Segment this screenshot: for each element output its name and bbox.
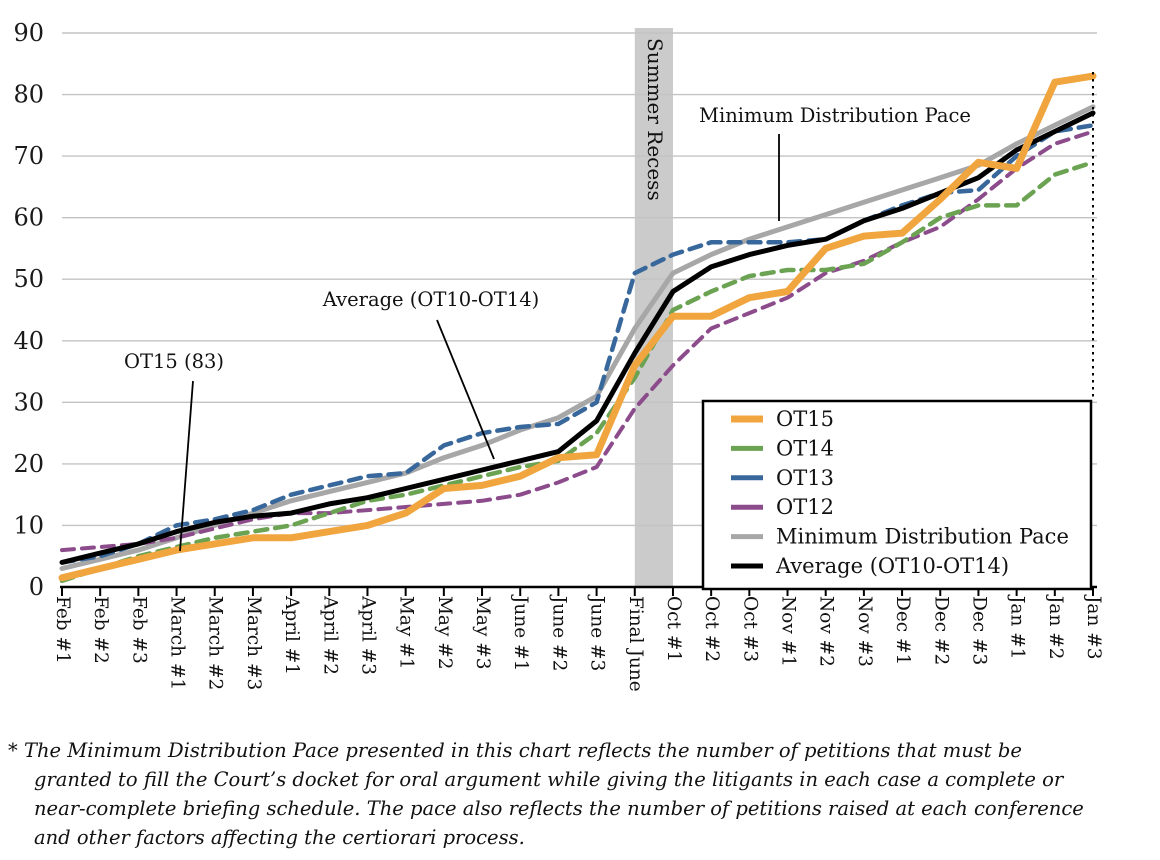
footnote-line: * The Minimum Distribution Pace presente… [8,739,1022,762]
footnote-line: and other factors affecting the certiora… [34,826,525,849]
legend-box [701,399,1093,591]
series-line-OT14 [59,160,1096,584]
x-axis-tick-label: Jan #2 [1045,594,1066,660]
x-axis-tick-label: March #1 [167,596,188,690]
y-axis-tick-label: 20 [13,450,44,478]
chart-canvas: 0 10 20 30 40 50 60 70 80 90 Summer Recess Feb #1 Fe… [13,19,1104,692]
y-axis-tick-label: 90 [13,19,44,47]
x-axis-tick-label: June #1 [510,594,531,671]
x-axis-tick-label: Feb #3 [128,596,149,664]
y-axis-tick-label: 50 [13,265,44,293]
legend-label: OT15 [776,407,834,431]
annotation-label: Average (OT10-OT14) [322,288,539,311]
legend-label: OT12 [776,495,834,519]
legend-label: Average (OT10-OT14) [775,554,1009,578]
x-axis-tick-label: Final June [625,596,646,692]
x-axis-tick-label: Dec #1 [892,596,913,665]
x-axis-tick-label: April #2 [319,595,340,675]
y-axis-tick-label: 80 [13,81,44,109]
x-axis-tick-label: Jan #1 [1007,594,1028,660]
annotation-leader-line [179,380,194,552]
x-axis-tick-label: Jan #3 [1083,594,1104,660]
summer-recess-label: Summer Recess [643,38,667,201]
legend-label: OT14 [776,436,834,460]
y-axis-tick-label: 70 [13,142,44,170]
series-line-Average-OT10-OT14- [59,110,1096,565]
legend-label: OT13 [776,466,834,490]
series-line-OT12 [60,129,1095,553]
x-axis-tick-label: April #3 [357,595,378,675]
summer-recess-band [634,28,673,587]
y-axis-tick-label: 30 [13,388,44,416]
legend-label: Minimum Distribution Pace [776,525,1069,549]
x-axis-tick-label: March #3 [243,596,264,690]
footnote-line: granted to fill the Court’s docket for o… [34,768,1064,791]
y-axis-tick-label: 40 [13,327,44,355]
series-line-OT15 [58,72,1097,582]
annotation-label: Minimum Distribution Pace [699,104,971,127]
x-axis-tick-label: Nov #1 [778,596,799,667]
x-axis-tick-label: Dec #3 [968,596,989,665]
x-axis-tick-label: March #2 [205,596,226,690]
x-axis-tick-label: June #3 [587,594,608,671]
y-axis-tick-label: 60 [13,204,44,232]
y-axis-tick-label: 0 [29,573,44,601]
x-axis-tick-label: Oct #2 [701,596,722,662]
x-axis-tick-label: Oct #3 [739,596,760,662]
annotation-leader-line [436,319,495,460]
x-axis-tick-label: May #2 [434,596,455,670]
x-axis-tick-label: May #3 [472,596,493,670]
x-axis-tick-label: April #1 [281,595,302,675]
y-axis-tick-label: 10 [13,511,44,539]
x-axis-tick-label: Nov #2 [816,596,837,667]
x-axis-tick-label: Dec #2 [930,596,951,665]
x-axis-tick-label: Feb #2 [90,596,111,664]
x-axis-tick-label: May #1 [396,596,417,670]
chart-footnote: * The Minimum Distribution Pace presente… [8,736,1138,852]
annotation-label: OT15 (83) [124,350,224,373]
footnote-line: near-complete briefing schedule. The pac… [34,797,1084,820]
x-axis-tick-label: Nov #3 [854,596,875,667]
x-axis-tick-label: Feb #1 [52,596,73,664]
x-axis-tick-label: June #2 [548,594,569,671]
x-axis-tick-label: Oct #1 [663,596,684,662]
